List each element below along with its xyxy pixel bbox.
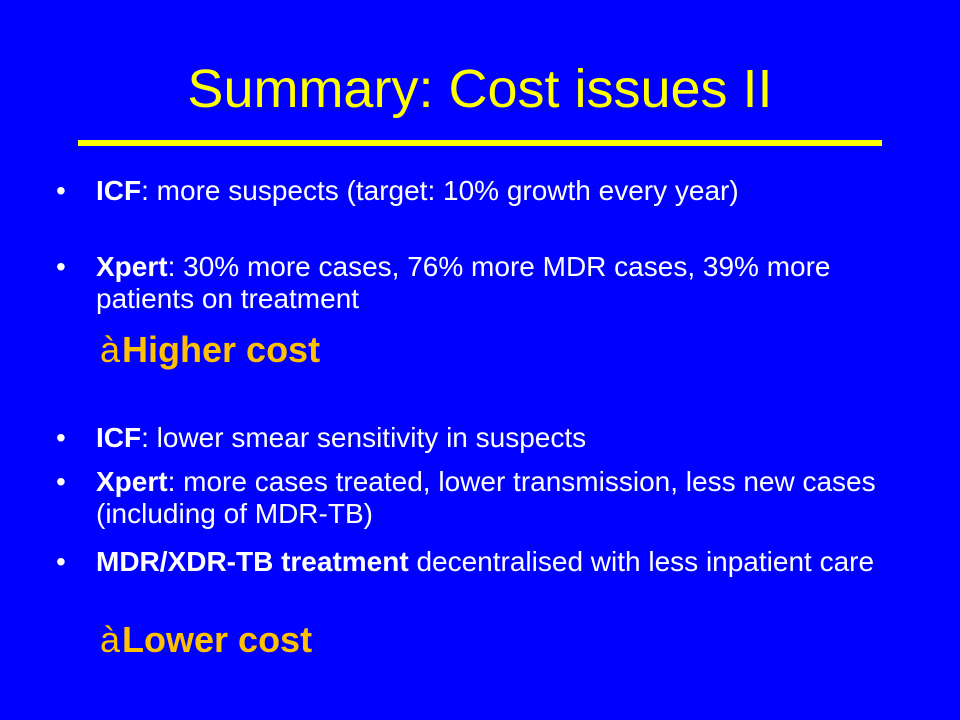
bullet-dot: • bbox=[56, 422, 66, 453]
bullet-text: ICF: lower smear sensitivity in suspects bbox=[96, 422, 876, 454]
bullet-icf-smear: • ICF: lower smear sensitivity in suspec… bbox=[56, 422, 876, 454]
bullet-rest: : 30% more cases, 76% more MDR cases, 39… bbox=[96, 251, 831, 314]
bullet-dot: • bbox=[56, 251, 66, 282]
bullet-text: Xpert: more cases treated, lower transmi… bbox=[96, 466, 876, 530]
bullet-text: ICF: more suspects (target: 10% growth e… bbox=[96, 175, 876, 207]
bullet-bold-term: Xpert bbox=[96, 466, 168, 497]
bullet-dot: • bbox=[56, 546, 66, 577]
bullet-text: Xpert: 30% more cases, 76% more MDR case… bbox=[96, 251, 876, 315]
bullet-rest: : more cases treated, lower transmission… bbox=[96, 466, 876, 529]
bullet-bold-term: ICF bbox=[96, 422, 142, 453]
bullet-rest: decentralised with less inpatient care bbox=[408, 546, 875, 577]
bullet-rest: : more suspects (target: 10% growth ever… bbox=[141, 175, 739, 206]
bullet-bold-term: MDR/XDR-TB treatment bbox=[96, 546, 409, 577]
bullet-dot: • bbox=[56, 175, 66, 206]
bullet-bold-term: Xpert bbox=[96, 251, 168, 282]
bullet-dot: • bbox=[56, 466, 66, 497]
result-label: Lower cost bbox=[122, 619, 313, 660]
bullet-rest: : lower smear sensitivity in suspects bbox=[141, 422, 587, 453]
title-underline bbox=[78, 140, 882, 146]
arrow-right-icon: à bbox=[100, 619, 121, 660]
bullet-icf-suspects: • ICF: more suspects (target: 10% growth… bbox=[56, 175, 876, 207]
arrow-right-icon: à bbox=[100, 329, 121, 370]
bullet-mdr-xdr-treatment: • MDR/XDR-TB treatment decentralised wit… bbox=[56, 546, 876, 578]
slide-title: Summary: Cost issues II bbox=[187, 59, 773, 119]
result-label: Higher cost bbox=[122, 329, 321, 370]
bullet-xpert-treated: • Xpert: more cases treated, lower trans… bbox=[56, 466, 876, 530]
result-lower-cost: àLower cost bbox=[100, 620, 312, 660]
result-higher-cost: àHigher cost bbox=[100, 330, 320, 370]
bullet-text: MDR/XDR-TB treatment decentralised with … bbox=[96, 546, 876, 578]
bullet-bold-term: ICF bbox=[96, 175, 142, 206]
bullet-xpert-cases: • Xpert: 30% more cases, 76% more MDR ca… bbox=[56, 251, 876, 315]
